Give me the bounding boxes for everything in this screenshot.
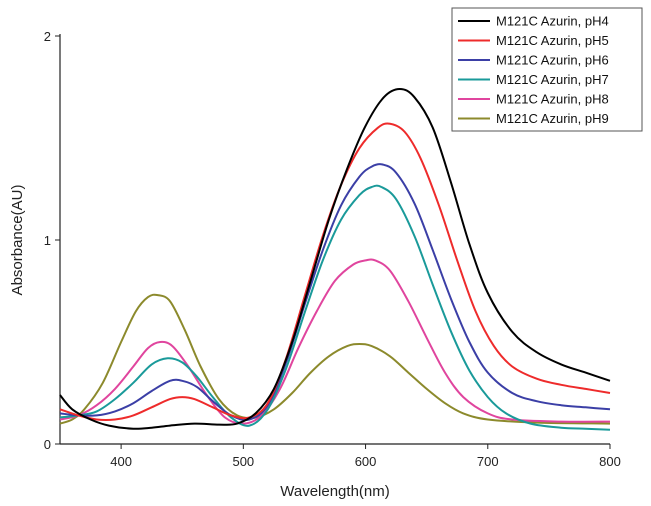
series-line-ph6 <box>59 163 611 422</box>
x-tick-label: 800 <box>599 454 621 469</box>
series-line-ph5 <box>59 122 611 422</box>
x-tick-label: 600 <box>355 454 377 469</box>
legend-box <box>451 7 643 132</box>
series-line-ph7 <box>59 184 611 431</box>
legend-label: M121C Azurin, pH4 <box>496 14 609 29</box>
axes <box>55 34 611 449</box>
x-axis-label: Wavelength(nm) <box>280 483 389 500</box>
x-tick-label: 500 <box>232 454 254 469</box>
series-layer <box>59 88 611 431</box>
legend: M121C Azurin, pH4 M121C Azurin, pH5 M121C … <box>451 7 643 132</box>
x-tick-label: 400 <box>110 454 132 469</box>
legend-label: M121C Azurin, pH6 <box>496 53 609 68</box>
legend-label: M121C Azurin, pH8 <box>496 92 609 107</box>
series-line-ph8 <box>59 258 611 425</box>
series-line-ph9 <box>59 293 611 425</box>
y-tick-label: 2 <box>44 29 51 44</box>
y-axis-label: Absorbance(AU) <box>9 185 26 296</box>
y-tick-label: 1 <box>44 233 51 248</box>
legend-label: M121C Azurin, pH9 <box>496 111 609 126</box>
tick-labels: 400 500 600 700 800 0 1 2 <box>44 29 621 469</box>
legend-label: M121C Azurin, pH5 <box>496 33 609 48</box>
x-tick-label: 700 <box>477 454 499 469</box>
legend-label: M121C Azurin, pH7 <box>496 72 609 87</box>
series-line-ph4 <box>59 88 611 430</box>
y-tick-label: 0 <box>44 437 51 452</box>
